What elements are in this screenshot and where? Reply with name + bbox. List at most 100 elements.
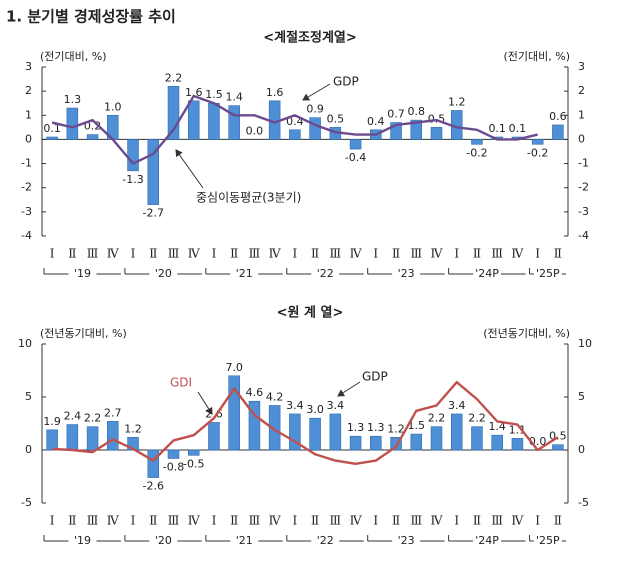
y2-tick-label: 1	[578, 108, 585, 121]
x-group-label: '21	[236, 267, 253, 280]
bar	[471, 139, 483, 145]
data-label: 1.1	[509, 423, 527, 436]
data-label: 1.9	[43, 415, 61, 428]
bar	[430, 426, 443, 451]
bar	[349, 435, 362, 451]
y2-tick-label: -2	[578, 181, 589, 194]
x-tick-label: Ⅲ	[168, 514, 180, 528]
x-tick-label: Ⅲ	[249, 247, 261, 261]
bar	[531, 139, 544, 145]
y2-tick-label: 0	[578, 443, 585, 456]
x-tick-label: Ⅱ	[68, 247, 76, 261]
y2-tick-label: -3	[578, 205, 589, 218]
data-label: 2.2	[165, 71, 183, 84]
x-group-label: '22	[317, 534, 334, 547]
x-tick-label: Ⅳ	[269, 247, 282, 261]
bar	[471, 426, 483, 451]
data-label: 1.2	[124, 422, 142, 435]
bar	[450, 413, 463, 451]
data-label: 1.6	[266, 86, 284, 99]
x-tick-label: Ⅱ	[230, 247, 238, 261]
x-tick-label: Ⅳ	[350, 514, 363, 528]
x-tick-label: Ⅳ	[188, 247, 201, 261]
y2-tick-label: 2	[578, 84, 585, 97]
x-group-label: '23	[398, 534, 415, 547]
data-label: 2.7	[104, 406, 122, 419]
x-tick-label: Ⅳ	[511, 514, 524, 528]
x-tick-label: Ⅱ	[554, 247, 562, 261]
y-tick-label: 3	[25, 60, 32, 73]
x-tick-label: Ⅰ	[131, 514, 136, 528]
x-tick-label: Ⅲ	[330, 247, 342, 261]
x-tick-label: Ⅲ	[87, 247, 99, 261]
x-tick-label: Ⅰ	[293, 247, 298, 261]
x-tick-label: Ⅰ	[131, 247, 136, 261]
x-group-label: '24P	[475, 534, 499, 547]
annotation-arrow	[302, 83, 331, 101]
x-tick-label: Ⅲ	[410, 247, 422, 261]
line-series	[51, 94, 538, 165]
x-tick-label: Ⅰ	[50, 247, 55, 261]
y2-tick-label: 0	[578, 132, 585, 145]
bar	[147, 139, 160, 205]
x-tick-label: Ⅲ	[410, 514, 422, 528]
bar	[349, 139, 362, 150]
x-group-label: '22	[317, 267, 334, 280]
bar	[208, 422, 220, 451]
x-group-label: '20	[155, 534, 172, 547]
x-tick-label: Ⅳ	[431, 514, 444, 528]
annotation-arrow	[337, 381, 361, 397]
data-label: 0.0	[246, 124, 264, 137]
x-tick-label: Ⅱ	[230, 514, 238, 528]
annotation-arrow	[197, 391, 213, 415]
x-tick-label: Ⅳ	[511, 247, 524, 261]
bar	[309, 417, 321, 451]
bar	[390, 436, 402, 451]
y-tick-label: 5	[25, 390, 32, 403]
bar	[127, 139, 139, 172]
data-label: 0.6	[549, 110, 567, 123]
y-axis-label: (전년동기대비, %)	[40, 327, 127, 340]
x-tick-label: Ⅰ	[50, 514, 55, 528]
x-tick-label: Ⅲ	[491, 247, 503, 261]
x-group-label: '24P	[475, 267, 499, 280]
bar	[289, 413, 301, 451]
bar	[430, 127, 443, 140]
bar	[289, 129, 301, 140]
data-label: 4.6	[246, 386, 264, 399]
x-tick-label: Ⅰ	[535, 514, 540, 528]
x-tick-label: Ⅰ	[373, 247, 378, 261]
data-label: 1.2	[387, 422, 405, 435]
x-tick-label: Ⅳ	[350, 247, 363, 261]
data-label: 0.1	[43, 122, 61, 135]
bar	[208, 102, 220, 140]
data-label: -0.2	[466, 146, 487, 159]
data-label: 0.7	[387, 108, 405, 121]
bar	[228, 375, 240, 451]
bar	[552, 444, 564, 451]
series-annotation: GDP	[333, 75, 359, 89]
bar	[390, 122, 402, 140]
y2-tick-label: -5	[578, 496, 589, 509]
annotation-arrow	[175, 149, 204, 189]
bar	[248, 400, 261, 451]
y-tick-label: -3	[21, 205, 32, 218]
x-tick-label: Ⅱ	[392, 514, 400, 528]
data-label: 3.4	[286, 399, 304, 412]
bar	[187, 100, 200, 140]
x-tick-label: Ⅲ	[168, 247, 180, 261]
y-tick-label: 10	[18, 337, 32, 350]
y-tick-label: 2	[25, 84, 32, 97]
data-label: 0.8	[408, 105, 426, 118]
x-group-label: '20	[155, 267, 172, 280]
y-tick-label: -1	[21, 157, 32, 170]
x-tick-label: Ⅲ	[87, 514, 99, 528]
chart-subtitle: <원 계 열>	[277, 305, 344, 321]
x-tick-label: Ⅱ	[149, 247, 157, 261]
x-tick-label: Ⅰ	[454, 247, 459, 261]
x-tick-label: Ⅳ	[269, 514, 282, 528]
bar	[329, 413, 342, 451]
bar	[370, 435, 382, 451]
data-label: -2.7	[143, 207, 164, 220]
